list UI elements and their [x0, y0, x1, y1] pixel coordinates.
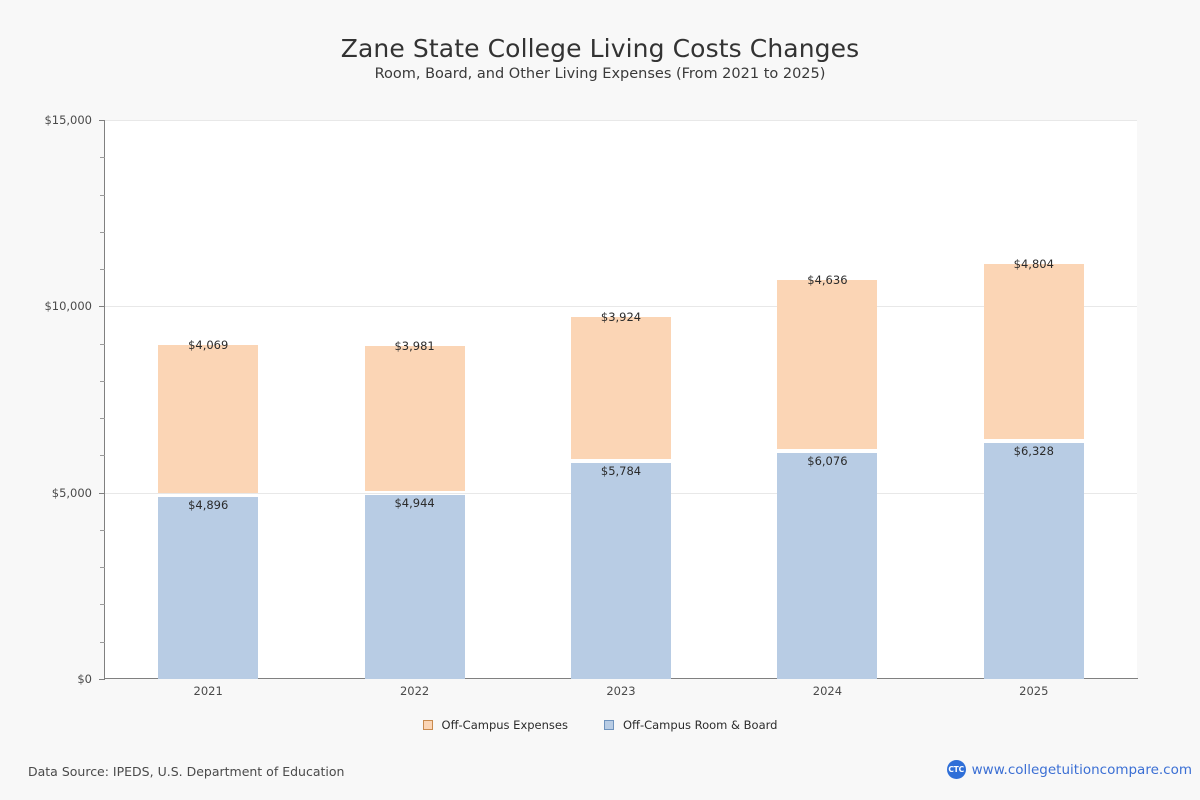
bar-segment-expenses[interactable] [364, 346, 465, 491]
bar-segment-expenses[interactable] [158, 344, 259, 493]
bar-stack[interactable] [983, 264, 1084, 679]
legend-swatch-icon [603, 720, 614, 730]
chart-legend: Off-Campus Expenses Off-Campus Room & Boa… [0, 718, 1200, 732]
bar-value-label-expenses: $3,981 [394, 339, 435, 354]
y-axis-minor-tick [100, 567, 105, 569]
legend-label: Off-Campus Room & Board [622, 718, 778, 732]
brand-footer[interactable]: CTC www.collegetuitioncompare.com [946, 760, 1192, 779]
bar-segment-room-board[interactable] [777, 452, 878, 679]
y-axis-tick [99, 306, 105, 308]
legend-swatch-icon [422, 720, 433, 730]
y-axis-minor-tick [100, 380, 105, 382]
data-source-note: Data Source: IPEDS, U.S. Department of E… [28, 764, 345, 779]
y-axis-tick-label: $15,000 [44, 113, 92, 127]
ctc-logo-icon: CTC [946, 760, 966, 779]
bar-segment-room-board[interactable] [364, 494, 465, 679]
bar-stack[interactable] [364, 346, 465, 679]
bar-segment-room-board[interactable] [158, 496, 259, 679]
chart-title: Zane State College Living Costs Changes [340, 34, 860, 63]
chart-subtitle: Room, Board, and Other Living Expenses (… [374, 66, 826, 82]
x-axis-tick-label: 2021 [193, 684, 223, 698]
bar-segment-expenses[interactable] [571, 317, 671, 460]
legend-item[interactable]: Off-Campus Room & Board [603, 718, 778, 732]
gridline [105, 306, 1137, 308]
bar-segment-expenses[interactable] [983, 264, 1084, 440]
bar-value-label-expenses: $3,924 [600, 310, 642, 325]
y-axis-minor-tick [100, 641, 105, 643]
y-axis-minor-tick [100, 418, 105, 420]
bar-stack[interactable] [571, 317, 671, 679]
legend-item[interactable]: Off-Campus Expenses [422, 718, 568, 732]
bar-segment-room-board[interactable] [571, 463, 671, 679]
y-axis-minor-tick [100, 231, 105, 233]
y-axis-minor-tick [100, 455, 105, 457]
y-axis-tick-label: $0 [77, 672, 92, 686]
bar-stack[interactable] [777, 279, 878, 679]
y-axis-tick [99, 679, 105, 680]
bar-segment-expenses[interactable] [777, 279, 878, 449]
bar-segment-room-board[interactable] [983, 443, 1084, 679]
x-axis-tick-label: 2023 [606, 684, 636, 698]
y-axis-tick [99, 492, 105, 494]
bar-value-label-room-board: $5,784 [600, 464, 642, 479]
y-axis-minor-tick [100, 157, 105, 159]
bar-value-label-expenses: $4,636 [807, 272, 848, 287]
bar-value-label-expenses: $4,804 [1013, 257, 1054, 272]
x-axis-tick-label: 2024 [812, 684, 843, 698]
bar-value-label-room-board: $4,896 [188, 497, 229, 512]
y-axis-tick [99, 120, 105, 121]
bar-value-label-room-board: $6,076 [807, 453, 848, 468]
y-axis-tick-label: $10,000 [44, 299, 92, 314]
y-axis-line [104, 120, 105, 679]
bar-value-label-room-board: $4,944 [394, 495, 435, 510]
y-axis-minor-tick [100, 194, 105, 196]
y-axis-minor-tick [100, 269, 105, 271]
brand-url-link[interactable]: www.collegetuitioncompare.com [971, 761, 1192, 778]
y-axis-minor-tick [100, 529, 105, 531]
legend-label: Off-Campus Expenses [441, 718, 568, 732]
bar-stack[interactable] [158, 344, 259, 679]
y-axis-minor-tick [100, 604, 105, 606]
x-axis-tick-label: 2025 [1019, 684, 1049, 698]
x-axis-tick-label: 2022 [399, 684, 430, 698]
bar-value-label-expenses: $4,069 [188, 337, 229, 352]
gridline [105, 120, 1137, 121]
y-axis-minor-tick [100, 343, 105, 345]
bar-value-label-room-board: $6,328 [1013, 444, 1054, 459]
y-axis-tick-label: $5,000 [51, 485, 92, 500]
